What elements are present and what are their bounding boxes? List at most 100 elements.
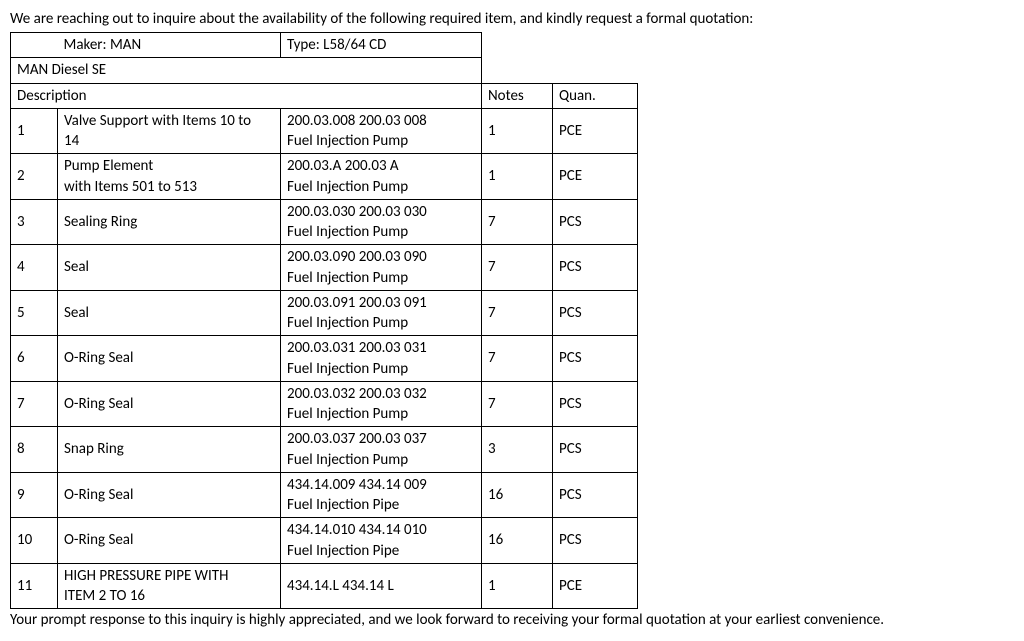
maker-cell-left [11, 33, 58, 58]
row-number: 7 [11, 381, 58, 427]
row-partnumber-line1: 200.03.037 200.03 037 [287, 429, 475, 449]
row-number: 6 [11, 336, 58, 382]
row-description: O-Ring Seal [58, 518, 281, 564]
document-page: We are reaching out to inquire about the… [0, 0, 1024, 641]
row-number: 8 [11, 427, 58, 473]
row-description-line2: 14 [64, 131, 274, 151]
row-number: 4 [11, 245, 58, 291]
row-partnumber-line2: Fuel Injection Pump [287, 404, 475, 424]
row-partnumber-line2: Fuel Injection Pipe [287, 541, 475, 561]
row-description: O-Ring Seal [58, 472, 281, 518]
header-row: Description Notes Quan. [11, 83, 638, 108]
meta-row-maker-type: Maker: MAN Type: L58/64 CD [11, 33, 638, 58]
row-quantity: PCS [553, 518, 638, 564]
row-description: Snap Ring [58, 427, 281, 473]
row-partnumber: 200.03.032 200.03 032Fuel Injection Pump [281, 381, 482, 427]
row-quantity: PCS [553, 245, 638, 291]
row-number: 5 [11, 290, 58, 336]
row-notes: 7 [482, 199, 553, 245]
row-number: 9 [11, 472, 58, 518]
row-partnumber-line1: 200.03.032 200.03 032 [287, 384, 475, 404]
row-description: O-Ring Seal [58, 336, 281, 382]
meta2-blank-notes [482, 58, 553, 83]
row-partnumber: 200.03.031 200.03 031Fuel Injection Pump [281, 336, 482, 382]
row-partnumber-line1: 434.14.009 434.14 009 [287, 475, 475, 495]
row-description: Sealing Ring [58, 199, 281, 245]
row-description-line1: Valve Support with Items 10 to [64, 111, 274, 131]
row-quantity: PCS [553, 199, 638, 245]
row-number: 11 [11, 563, 58, 609]
row-description-line2: with Items 501 to 513 [64, 177, 274, 197]
row-partnumber: 434.14.009 434.14 009Fuel Injection Pipe [281, 472, 482, 518]
row-partnumber-line1: 200.03.030 200.03 030 [287, 202, 475, 222]
row-partnumber-line1: 200.03.090 200.03 090 [287, 247, 475, 267]
type-cell: Type: L58/64 CD [281, 33, 482, 58]
row-partnumber-line2: Fuel Injection Pump [287, 131, 475, 151]
row-partnumber: 200.03.090 200.03 090Fuel Injection Pump [281, 245, 482, 291]
row-quantity: PCS [553, 336, 638, 382]
table-row: 9 O-Ring Seal 434.14.009 434.14 009Fuel In… [11, 472, 638, 518]
table-row: 7 O-Ring Seal 200.03.032 200.03 032Fuel In… [11, 381, 638, 427]
row-quantity: PCE [553, 563, 638, 609]
meta-row-company: MAN Diesel SE [11, 58, 638, 83]
row-description-line1: O-Ring Seal [64, 348, 274, 368]
row-description-line1: O-Ring Seal [64, 394, 274, 414]
row-partnumber-line2: Fuel Injection Pump [287, 359, 475, 379]
table-row: 10 O-Ring Seal 434.14.010 434.14 010Fuel I… [11, 518, 638, 564]
row-partnumber: 434.14.L 434.14 L [281, 563, 482, 609]
row-partnumber-line2: Fuel Injection Pipe [287, 495, 475, 515]
row-description-line1: O-Ring Seal [64, 485, 274, 505]
row-notes: 7 [482, 245, 553, 291]
row-notes: 1 [482, 154, 553, 200]
row-quantity: PCS [553, 290, 638, 336]
header-description: Description [11, 83, 482, 108]
row-quantity: PCS [553, 381, 638, 427]
maker-cell: Maker: MAN [58, 33, 281, 58]
row-description: Seal [58, 290, 281, 336]
row-partnumber-line2: Fuel Injection Pump [287, 313, 475, 333]
row-partnumber-line1: 200.03.031 200.03 031 [287, 338, 475, 358]
row-notes: 7 [482, 336, 553, 382]
row-notes: 7 [482, 290, 553, 336]
row-description-line2: ITEM 2 TO 16 [64, 586, 274, 606]
row-notes: 1 [482, 563, 553, 609]
row-description-line1: Sealing Ring [64, 212, 274, 232]
row-number: 2 [11, 154, 58, 200]
row-number: 3 [11, 199, 58, 245]
row-description: Valve Support with Items 10 to14 [58, 108, 281, 154]
row-notes: 16 [482, 518, 553, 564]
table-row: 1Valve Support with Items 10 to14200.03.… [11, 108, 638, 154]
row-description-line1: HIGH PRESSURE PIPE WITH [64, 566, 274, 586]
row-notes: 3 [482, 427, 553, 473]
row-partnumber: 200.03.A 200.03 AFuel Injection Pump [281, 154, 482, 200]
table-row: 6 O-Ring Seal 200.03.031 200.03 031Fuel In… [11, 336, 638, 382]
meta-blank-notes [482, 33, 553, 58]
row-partnumber-line1: 200.03.008 200.03 008 [287, 111, 475, 131]
row-partnumber: 200.03.030 200.03 030Fuel Injection Pump [281, 199, 482, 245]
row-partnumber-line1: 434.14.010 434.14 010 [287, 520, 475, 540]
outro-text: Your prompt response to this inquiry is … [10, 611, 1014, 629]
row-partnumber-line2: Fuel Injection Pump [287, 268, 475, 288]
row-description: Seal [58, 245, 281, 291]
row-quantity: PCS [553, 472, 638, 518]
table-row: 4Seal200.03.090 200.03 090Fuel Injection… [11, 245, 638, 291]
row-number: 10 [11, 518, 58, 564]
intro-text: We are reaching out to inquire about the… [10, 10, 1014, 28]
row-partnumber: 200.03.037 200.03 037Fuel Injection Pump [281, 427, 482, 473]
quotation-table: Maker: MAN Type: L58/64 CD MAN Diesel SE… [10, 32, 638, 609]
row-quantity: PCE [553, 108, 638, 154]
row-partnumber-line1: 200.03.091 200.03 091 [287, 293, 475, 313]
row-description-line1: Seal [64, 303, 274, 323]
company-cell: MAN Diesel SE [11, 58, 482, 83]
table-body: 1Valve Support with Items 10 to14200.03.… [11, 108, 638, 609]
row-description-line1: Snap Ring [64, 439, 274, 459]
row-partnumber-line2: Fuel Injection Pump [287, 450, 475, 470]
table-row: 11 HIGH PRESSURE PIPE WITHITEM 2 TO 16 434… [11, 563, 638, 609]
table-row: 2Pump Elementwith Items 501 to 513200.03… [11, 154, 638, 200]
row-description-line1: O-Ring Seal [64, 530, 274, 550]
header-quan: Quan. [553, 83, 638, 108]
row-quantity: PCS [553, 427, 638, 473]
row-notes: 16 [482, 472, 553, 518]
row-partnumber-line1: 200.03.A 200.03 A [287, 156, 475, 176]
row-notes: 7 [482, 381, 553, 427]
